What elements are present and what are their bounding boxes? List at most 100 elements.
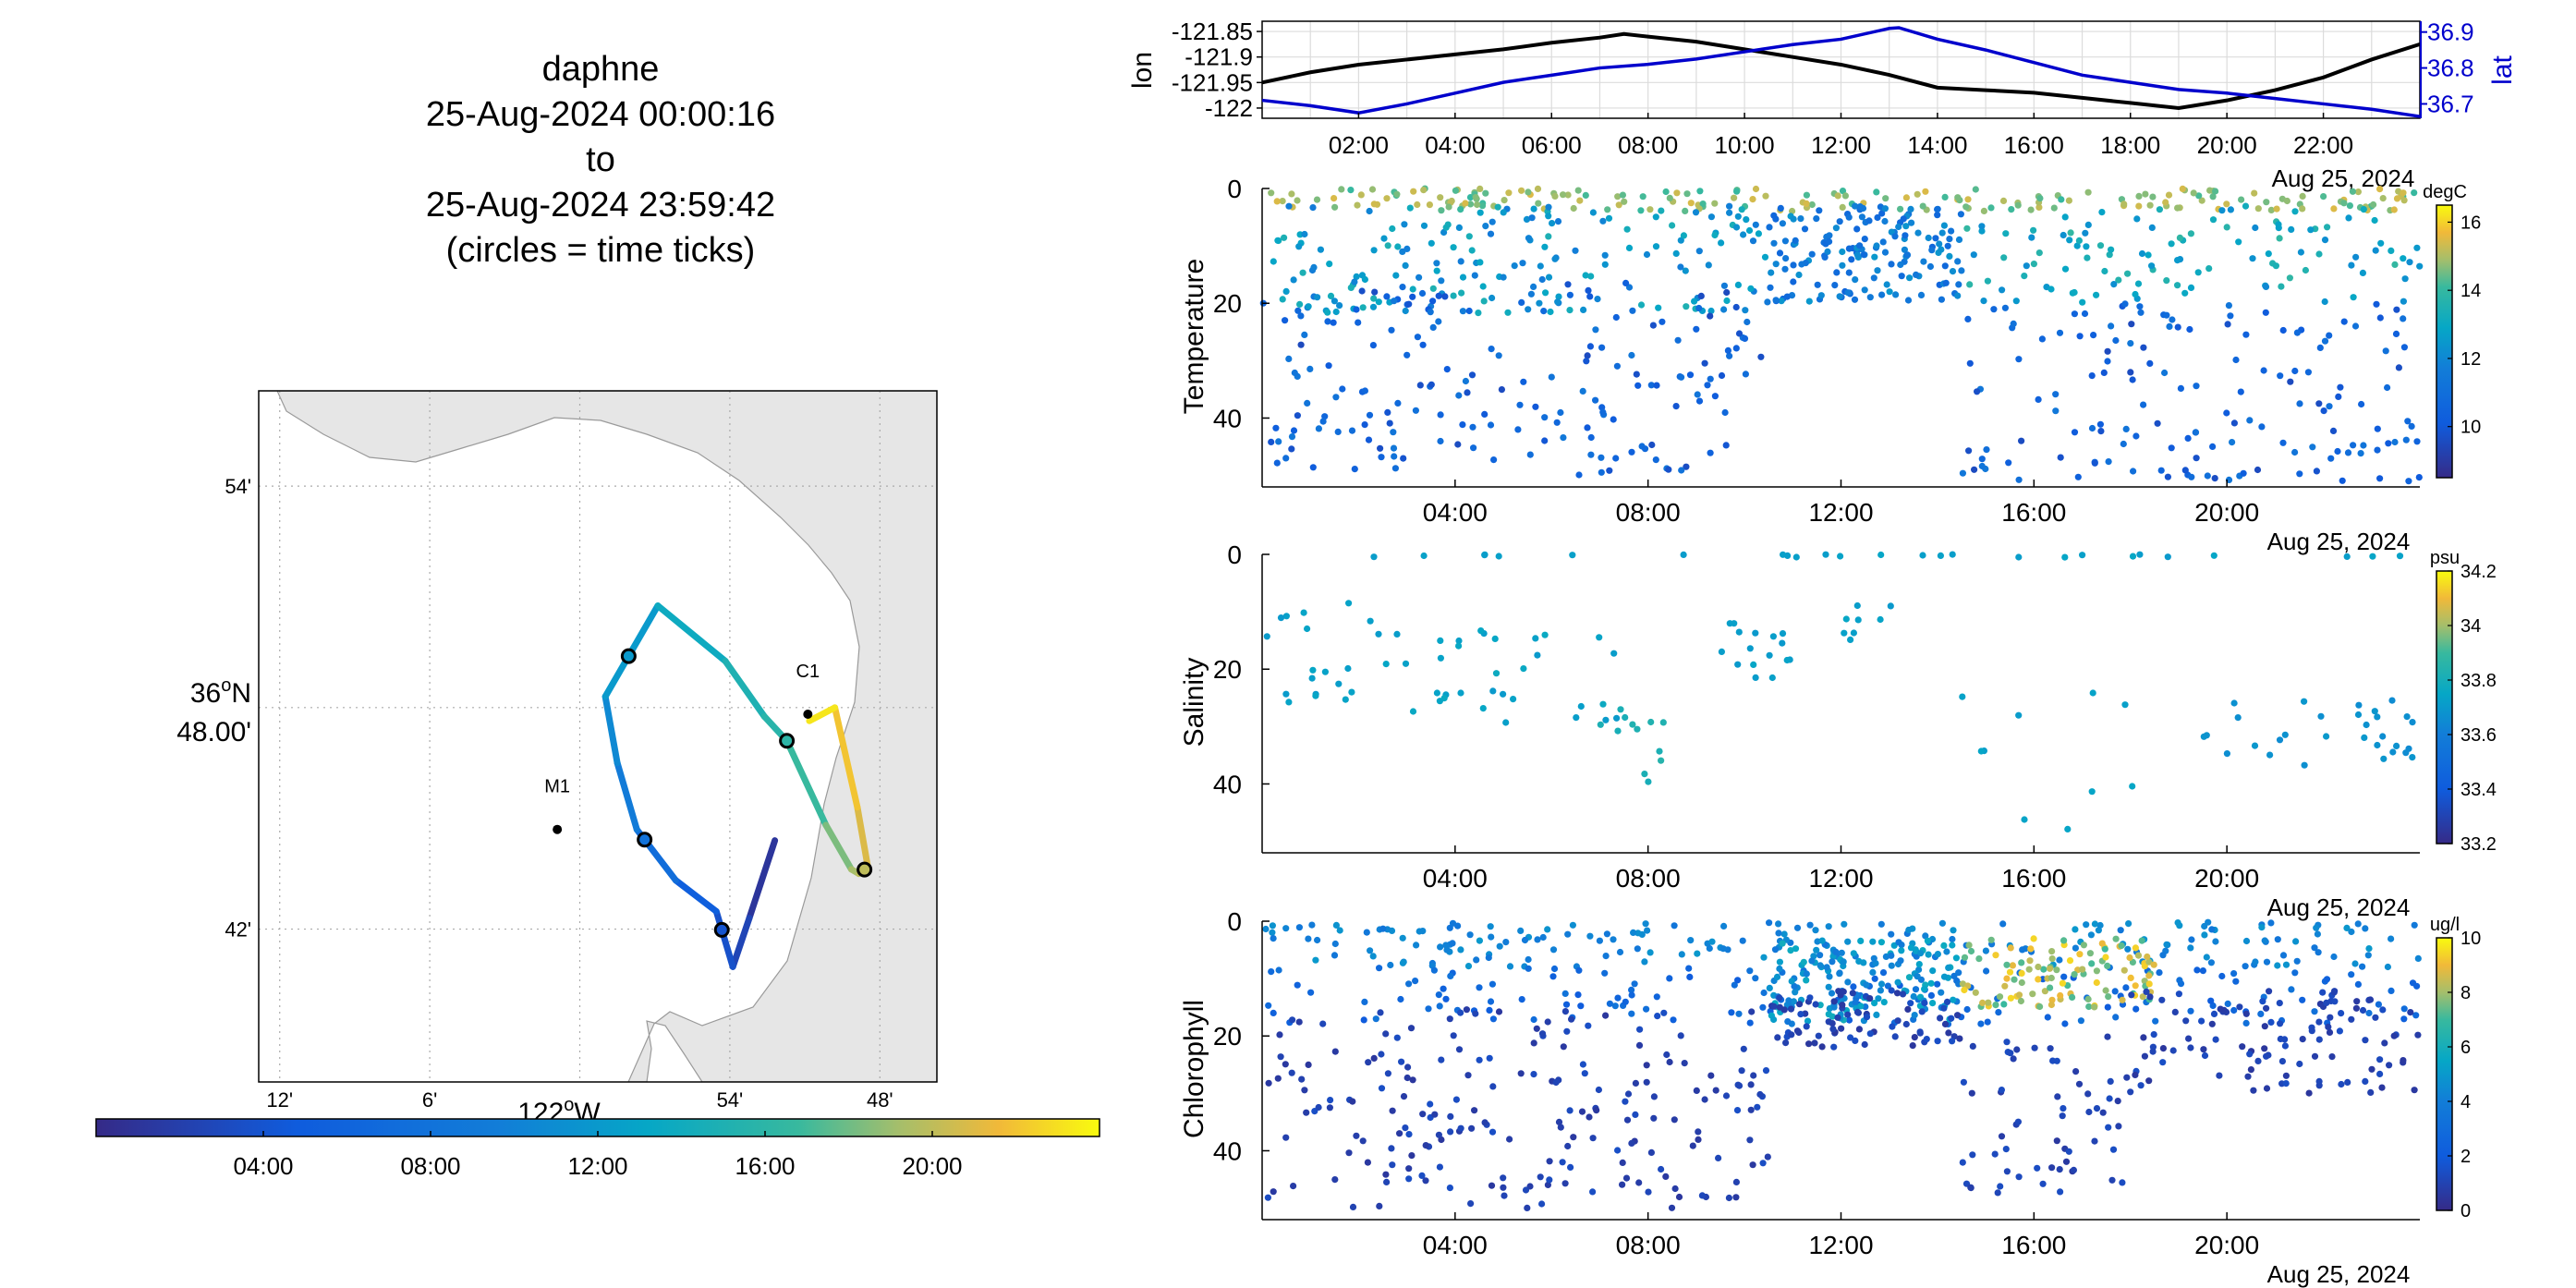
data-point xyxy=(2223,409,2230,417)
data-point xyxy=(1470,444,1477,452)
data-point xyxy=(1496,942,1503,950)
data-point xyxy=(1566,291,1574,298)
data-point xyxy=(1383,195,1391,202)
data-point xyxy=(1500,273,1507,281)
data-point xyxy=(1747,1106,1755,1113)
data-point xyxy=(2140,344,2147,351)
data-point xyxy=(1752,221,1759,228)
data-point xyxy=(2252,958,2259,966)
data-point xyxy=(1276,1031,1283,1039)
data-point xyxy=(1455,642,1463,650)
data-point xyxy=(2365,945,2373,953)
data-point xyxy=(2374,741,2381,749)
data-point xyxy=(1779,639,1786,647)
time-tick-circle xyxy=(779,733,796,749)
data-point xyxy=(1701,1096,1708,1103)
data-point xyxy=(1803,977,1810,984)
scatter-x-tick-label: 12:00 xyxy=(1808,498,1873,527)
data-point xyxy=(1557,408,1564,417)
top-date-label: Aug 25, 2024 xyxy=(2272,164,2415,192)
data-point xyxy=(2060,937,2068,944)
data-point xyxy=(1643,1078,1650,1086)
data-point xyxy=(1564,1142,1572,1150)
data-point xyxy=(2060,231,2067,239)
data-point xyxy=(1487,421,1495,429)
data-point xyxy=(2105,458,2112,466)
data-point xyxy=(2074,473,2082,480)
data-point xyxy=(2376,475,2384,482)
data-point xyxy=(2301,698,2308,705)
data-point xyxy=(2012,298,2020,305)
data-point xyxy=(1954,292,1962,299)
data-point xyxy=(1761,253,1769,261)
data-point xyxy=(2015,356,2023,363)
data-point xyxy=(2408,422,2415,430)
data-point xyxy=(1347,284,1355,291)
time-tick-circle xyxy=(857,861,873,878)
data-point xyxy=(2030,226,2037,234)
data-point xyxy=(1440,695,1448,702)
data-point xyxy=(2286,274,2293,282)
data-point xyxy=(1538,275,1546,284)
data-point xyxy=(1569,921,1576,929)
data-point xyxy=(1731,981,1738,989)
data-point xyxy=(1724,346,1732,354)
time-tick-circle xyxy=(637,832,653,848)
track-segment xyxy=(729,915,753,970)
data-point xyxy=(1384,1070,1391,1077)
data-point xyxy=(2115,1123,2122,1130)
data-point xyxy=(1279,296,1286,303)
data-point xyxy=(2174,257,2181,264)
data-point xyxy=(1482,223,1489,230)
colorbar-unit-label: ug/l xyxy=(2430,915,2460,935)
data-point xyxy=(1628,986,1635,993)
data-point xyxy=(1554,298,1561,306)
time-colorbar-tick-label: 16:00 xyxy=(735,1152,795,1180)
data-point xyxy=(1891,1033,1899,1040)
data-point xyxy=(1570,204,1577,213)
data-point xyxy=(1888,930,1895,938)
data-point xyxy=(1946,252,1953,260)
data-point xyxy=(2041,988,2048,995)
data-point xyxy=(2352,1004,2360,1012)
colorbar-tick-label: 33.8 xyxy=(2461,671,2497,691)
data-point xyxy=(1652,243,1660,250)
data-point xyxy=(1708,938,1716,945)
data-point xyxy=(2208,1020,2216,1027)
data-point xyxy=(1978,462,1986,470)
data-point xyxy=(2101,267,2108,275)
data-point xyxy=(1870,274,1877,282)
scatter-y-tick-label: 40 xyxy=(1213,404,1242,432)
data-point xyxy=(1839,248,1846,256)
data-point xyxy=(2145,958,2153,966)
data-point xyxy=(2052,391,2060,398)
data-point xyxy=(1300,609,1307,616)
data-point xyxy=(1304,399,1311,407)
data-point xyxy=(1394,399,1402,407)
data-point xyxy=(1405,300,1413,308)
data-point xyxy=(2145,1077,2153,1085)
data-point xyxy=(2058,196,2065,203)
data-point xyxy=(2354,920,2362,928)
data-point xyxy=(1396,1130,1403,1137)
data-point xyxy=(1566,1107,1574,1114)
data-point xyxy=(2291,367,2299,375)
data-point xyxy=(1831,282,1839,289)
data-point xyxy=(1957,211,1964,218)
data-point xyxy=(1317,246,1324,253)
data-point xyxy=(2299,996,2306,1003)
data-point xyxy=(1390,444,1398,452)
data-point xyxy=(1925,951,1932,958)
data-point xyxy=(1723,288,1731,297)
data-point xyxy=(1955,236,1963,243)
data-point xyxy=(1845,269,1853,276)
data-point xyxy=(2079,552,2086,559)
data-point xyxy=(2288,986,2295,993)
data-point xyxy=(1465,307,1473,315)
data-point xyxy=(1983,446,1990,454)
data-point xyxy=(1495,352,1502,359)
data-point xyxy=(1766,224,1773,231)
data-point xyxy=(1366,411,1374,419)
data-point xyxy=(1436,1002,1443,1010)
data-point xyxy=(1874,213,1881,222)
